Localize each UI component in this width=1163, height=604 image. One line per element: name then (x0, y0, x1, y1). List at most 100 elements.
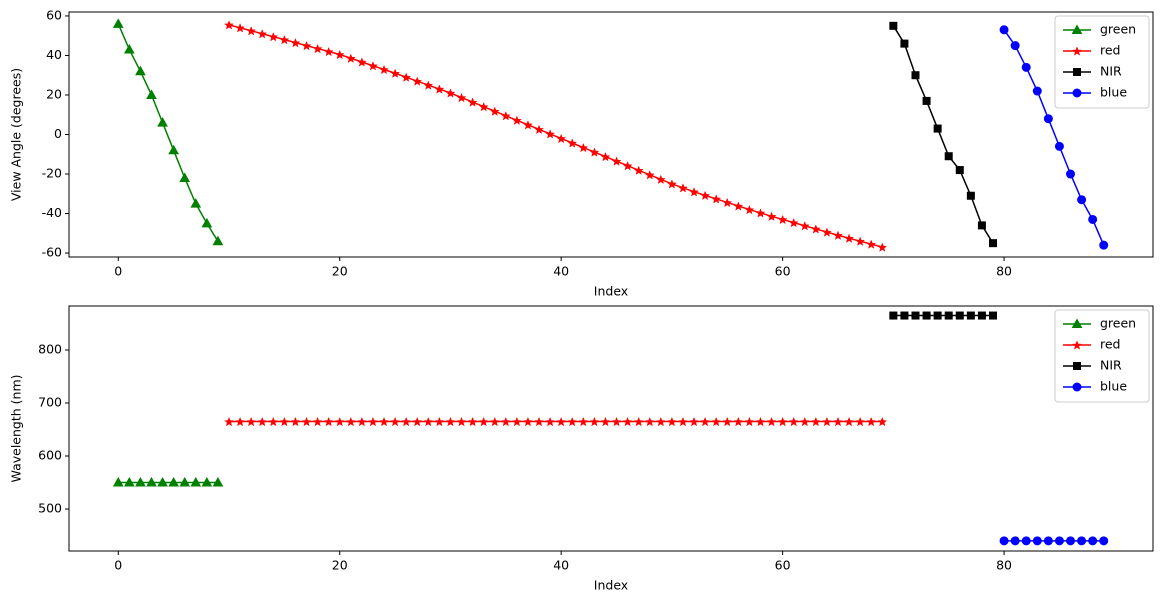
data-point (445, 88, 456, 98)
data-point (689, 187, 699, 197)
legend-label: red (1100, 337, 1121, 352)
data-point (379, 64, 389, 75)
data-point (1032, 536, 1042, 546)
data-point (201, 476, 213, 487)
data-point (1099, 240, 1109, 250)
data-point (401, 72, 412, 82)
data-point (755, 416, 766, 427)
data-point (279, 34, 290, 45)
data-point (744, 416, 755, 427)
data-point (212, 235, 224, 246)
legend-label: NIR (1100, 64, 1122, 79)
data-point (810, 224, 821, 234)
legend-box (1054, 309, 1150, 403)
data-point (290, 416, 301, 427)
data-point (534, 124, 544, 135)
data-point (977, 221, 986, 230)
data-point (367, 416, 378, 427)
data-point (989, 239, 998, 248)
legend-marker (1072, 88, 1082, 98)
data-point (434, 84, 445, 94)
data-point (1010, 536, 1020, 546)
data-point (478, 101, 489, 112)
data-point (733, 416, 744, 427)
data-point (911, 311, 920, 320)
data-point (235, 416, 246, 427)
data-point (955, 166, 964, 175)
data-point (777, 416, 788, 427)
data-point (589, 416, 600, 427)
data-point (1077, 536, 1087, 546)
data-point (356, 416, 367, 427)
data-point (689, 416, 699, 427)
legend-marker (1073, 362, 1081, 370)
data-point (556, 133, 567, 144)
data-point (821, 416, 832, 427)
data-point (179, 476, 191, 487)
data-point (799, 221, 810, 231)
data-point (1043, 536, 1053, 546)
data-point (190, 476, 202, 487)
data-point (999, 25, 1009, 35)
data-point (810, 416, 821, 427)
data-point (700, 416, 711, 427)
data-point (833, 416, 843, 427)
x-tick-label: 80 (996, 264, 1012, 279)
data-point (722, 197, 733, 208)
data-point (356, 57, 367, 67)
x-axis-label: Index (594, 578, 628, 593)
data-point (301, 40, 312, 51)
y-tick-label: -40 (42, 205, 62, 220)
data-point (224, 20, 234, 30)
data-point (622, 161, 633, 171)
data-point (589, 147, 600, 157)
data-point (766, 416, 777, 427)
data-point (334, 49, 345, 60)
data-point (655, 174, 666, 185)
legend-marker (1071, 318, 1083, 328)
data-point (412, 76, 423, 86)
data-point (977, 311, 986, 320)
data-point (168, 144, 179, 155)
data-point (489, 106, 500, 116)
data-point (944, 152, 953, 161)
data-point (644, 170, 655, 180)
data-point (379, 416, 389, 427)
data-point (246, 26, 257, 36)
data-point (467, 416, 478, 427)
data-point (989, 311, 998, 320)
data-point (301, 416, 312, 427)
x-tick-label: 40 (553, 264, 569, 279)
data-point (933, 311, 942, 320)
legend-label: NIR (1100, 358, 1122, 373)
data-point (1043, 114, 1053, 124)
data-point (755, 208, 766, 218)
data-point (135, 65, 146, 76)
data-point (999, 536, 1009, 546)
data-point (600, 151, 611, 162)
data-point (511, 115, 522, 125)
data-point (1099, 536, 1109, 546)
data-point (678, 416, 688, 427)
legend-label: red (1100, 43, 1121, 58)
plot-frame (68, 11, 1154, 258)
data-point (933, 124, 942, 133)
data-point (268, 31, 279, 42)
data-point (523, 120, 533, 130)
data-point (467, 97, 478, 107)
data-point (833, 230, 843, 240)
data-point (434, 416, 445, 427)
y-tick-label: 800 (38, 341, 62, 356)
data-point (1054, 141, 1064, 151)
data-point (844, 416, 855, 427)
data-point (1088, 536, 1098, 546)
data-point (611, 416, 622, 427)
x-tick-label: 20 (332, 264, 348, 279)
data-point (922, 96, 931, 105)
data-point (279, 416, 290, 427)
data-point (966, 191, 975, 200)
data-point (1021, 62, 1031, 72)
data-point (722, 416, 733, 427)
series-line (117, 23, 219, 242)
